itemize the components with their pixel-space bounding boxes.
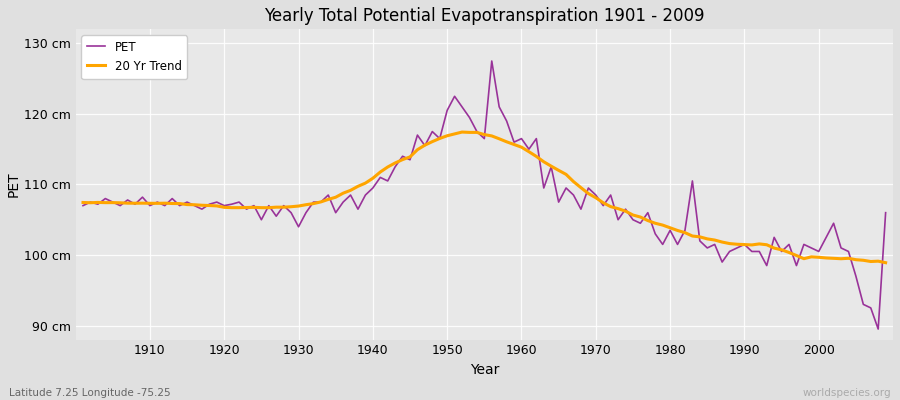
Text: Latitude 7.25 Longitude -75.25: Latitude 7.25 Longitude -75.25 bbox=[9, 388, 171, 398]
PET bbox=[880, 210, 891, 215]
Legend: PET, 20 Yr Trend: PET, 20 Yr Trend bbox=[82, 35, 187, 79]
PET bbox=[346, 193, 356, 198]
Text: worldspecies.org: worldspecies.org bbox=[803, 388, 891, 398]
Title: Yearly Total Potential Evapotranspiration 1901 - 2009: Yearly Total Potential Evapotranspiratio… bbox=[264, 7, 705, 25]
20 Yr Trend bbox=[137, 201, 148, 206]
20 Yr Trend bbox=[77, 200, 88, 205]
Line: 20 Yr Trend: 20 Yr Trend bbox=[83, 132, 886, 263]
PET bbox=[613, 217, 624, 222]
20 Yr Trend bbox=[880, 260, 891, 265]
PET bbox=[137, 195, 148, 200]
PET bbox=[873, 327, 884, 332]
20 Yr Trend bbox=[613, 206, 624, 211]
PET bbox=[301, 210, 311, 215]
Y-axis label: PET: PET bbox=[7, 172, 21, 197]
Line: PET: PET bbox=[83, 61, 886, 329]
PET bbox=[524, 147, 535, 152]
20 Yr Trend bbox=[301, 202, 311, 207]
20 Yr Trend bbox=[346, 188, 356, 193]
PET bbox=[77, 203, 88, 208]
PET bbox=[486, 59, 497, 64]
20 Yr Trend bbox=[524, 149, 535, 154]
20 Yr Trend bbox=[456, 130, 467, 134]
PET bbox=[516, 136, 526, 141]
X-axis label: Year: Year bbox=[470, 363, 499, 377]
20 Yr Trend bbox=[516, 145, 526, 150]
